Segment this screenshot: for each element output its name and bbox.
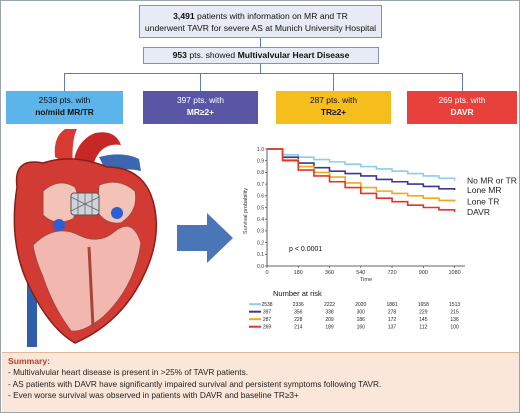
risk-cell: 145 xyxy=(419,317,428,323)
risk-cell: 300 xyxy=(357,310,366,316)
series-label: Lone TR xyxy=(467,197,499,207)
y-tick-label: 0.4 xyxy=(257,217,264,223)
risk-cell: 215 xyxy=(450,310,459,316)
y-tick-label: 0.6 xyxy=(257,194,264,200)
survival-chart: 0.0 0.1 0.2 0.3 0.4 0.5 0.6 0.7 0.8 0.9 1.0 0 180 36… xyxy=(237,141,519,351)
y-tick-label: 0.7 xyxy=(257,182,264,188)
risk-cell: 112 xyxy=(419,325,427,331)
y-axis-label: Survival probability xyxy=(243,188,249,234)
y-tick-label: 0.3 xyxy=(257,229,264,235)
category-no-mild-mr-tr: 2538 pts. with no/mild MR/TR xyxy=(6,91,123,124)
risk-cell: 136 xyxy=(450,317,459,323)
risk-cell: 287 xyxy=(263,317,272,323)
risk-table-title: Number at risk xyxy=(273,289,322,298)
x-tick-label: 1080 xyxy=(448,270,460,276)
mvhd-label: Multivalvular Heart Disease xyxy=(237,50,350,60)
risk-table: 2538 2336 2222 2020 1881 1658 1513 397 356 338 300… xyxy=(249,302,460,331)
y-tick-label: 0.0 xyxy=(257,264,264,270)
summary-title: Summary: xyxy=(8,356,51,366)
category-tr: 287 pts. with TR≥2+ xyxy=(276,91,391,124)
series-group xyxy=(267,148,456,213)
series-line xyxy=(267,148,456,213)
category-count: 397 pts. with xyxy=(176,95,225,105)
series-label: DAVR xyxy=(467,207,490,217)
x-tick-label: 540 xyxy=(356,270,365,276)
connector-mr xyxy=(200,73,201,91)
x-tick-label: 0 xyxy=(265,270,268,276)
category-label: no/mild MR/TR xyxy=(35,106,94,117)
p-value: p < 0.0001 xyxy=(289,246,322,253)
category-count: 287 pts. with xyxy=(309,95,358,105)
cohort-count: 3,491 xyxy=(173,11,195,21)
risk-cell: 186 xyxy=(357,317,366,323)
right-arrow xyxy=(177,213,233,263)
risk-cell: 1881 xyxy=(386,302,397,308)
x-tick-label: 720 xyxy=(387,270,396,276)
risk-cell: 137 xyxy=(388,325,397,331)
risk-cell: 356 xyxy=(294,310,303,316)
cohort-text-line2: underwent TAVR for severe AS at Munich U… xyxy=(144,23,377,33)
connector-none xyxy=(64,73,65,91)
heart-illustration xyxy=(13,129,158,347)
connector-mid xyxy=(260,64,261,73)
risk-cell: 1658 xyxy=(418,302,429,308)
category-davr: 269 pts. with DAVR xyxy=(407,91,517,124)
connector-tr xyxy=(333,73,334,91)
risk-cell: 2020 xyxy=(355,302,366,308)
risk-cell: 209 xyxy=(325,317,334,323)
risk-cell: 100 xyxy=(450,325,459,331)
risk-cell: 172 xyxy=(388,317,397,323)
risk-cell: 397 xyxy=(263,310,272,316)
cohort-text: patients with information on MR and TR xyxy=(194,11,348,21)
summary-item: - Multivalvular heart disease is present… xyxy=(8,367,249,377)
connector-davr xyxy=(462,73,463,91)
y-tick-label: 0.1 xyxy=(257,252,264,258)
x-tick-label: 360 xyxy=(325,270,334,276)
y-tick-label: 0.8 xyxy=(257,170,264,176)
risk-cell: 1513 xyxy=(449,302,460,308)
x-axis-label: Time xyxy=(360,277,372,283)
connector-branch xyxy=(64,73,463,74)
y-tick-label: 0.9 xyxy=(257,159,264,165)
connector-top xyxy=(260,38,261,47)
category-label: MR≥2+ xyxy=(186,106,215,117)
series-label: No MR or TR xyxy=(467,176,517,186)
category-count: 2538 pts. with xyxy=(38,95,91,105)
summary-item: - AS patients with DAVR have significant… xyxy=(8,378,382,389)
category-label: TR≥2+ xyxy=(320,106,347,117)
y-tick-label: 0.2 xyxy=(257,240,264,246)
series-label: Lone MR xyxy=(467,185,502,195)
category-count: 269 pts. with xyxy=(438,95,486,105)
summary-item: - Even worse survival was observed in pa… xyxy=(8,390,299,400)
risk-cell: 2222 xyxy=(324,302,335,308)
y-tick-label: 0.5 xyxy=(257,205,264,211)
risk-cell: 2336 xyxy=(293,302,304,308)
category-mr: 397 pts. with MR≥2+ xyxy=(143,91,258,124)
risk-cell: 2538 xyxy=(261,302,272,308)
summary-panel: Summary: - Multivalvular heart disease i… xyxy=(2,352,519,412)
x-tick-label: 900 xyxy=(419,270,428,276)
x-tick-group: 0 180 360 540 720 900 1080 xyxy=(265,266,461,276)
risk-cell: 160 xyxy=(357,325,366,331)
risk-cell: 338 xyxy=(325,310,334,316)
risk-cell: 269 xyxy=(263,325,272,331)
risk-cell: 228 xyxy=(294,317,303,323)
category-label: DAVR xyxy=(450,106,474,117)
mvhd-count: 953 xyxy=(172,50,187,60)
risk-cell: 278 xyxy=(388,310,397,316)
mvhd-text: pts. showed xyxy=(186,50,238,60)
cohort-box: 3,491 patients with information on MR an… xyxy=(139,5,382,38)
y-tick-group: 0.0 0.1 0.2 0.3 0.4 0.5 0.6 0.7 0.8 0.9 1.0 xyxy=(257,147,267,270)
y-tick-label: 1.0 xyxy=(257,147,264,153)
risk-cell: 229 xyxy=(419,310,428,316)
risk-cell: 214 xyxy=(294,325,303,331)
risk-cell: 189 xyxy=(325,325,334,331)
x-tick-label: 180 xyxy=(294,270,303,276)
mvhd-box: 953 pts. showed Multivalvular Heart Dise… xyxy=(143,47,379,64)
